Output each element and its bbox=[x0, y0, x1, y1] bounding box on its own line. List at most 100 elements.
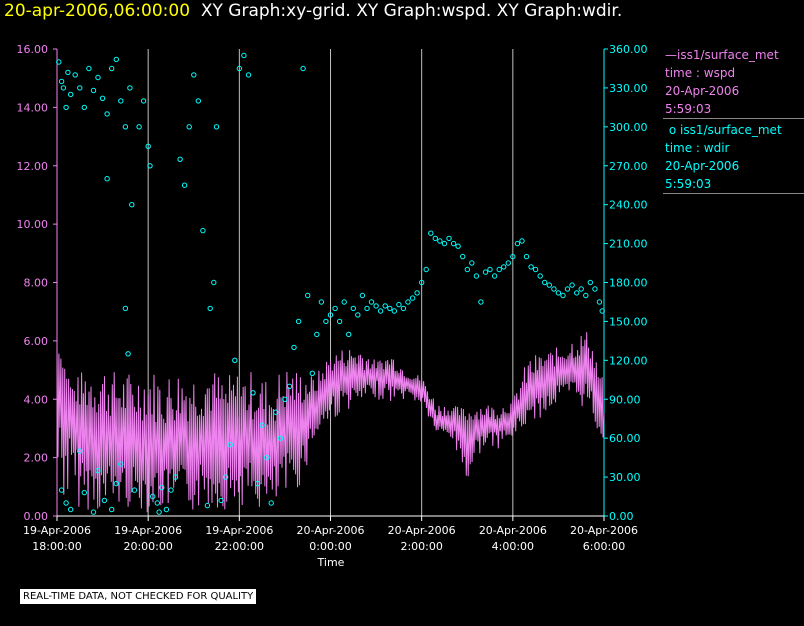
graph-list-label: XY Graph:xy-grid. XY Graph:wspd. XY Grap… bbox=[200, 1, 623, 21]
wdir-point bbox=[186, 124, 192, 130]
wdir-point bbox=[450, 240, 457, 247]
x-tick-label-date: 20-Apr-2006 bbox=[388, 524, 456, 537]
wdir-point bbox=[109, 506, 115, 513]
wdir-point bbox=[327, 312, 334, 318]
wdir-point bbox=[195, 98, 202, 104]
chart-title: 20-apr-2006,06:00:00 XY Graph:xy-grid. X… bbox=[4, 0, 622, 22]
wdir-point bbox=[387, 305, 393, 312]
left-tick-label: 0.00 bbox=[24, 510, 49, 523]
wdir-point bbox=[63, 500, 69, 506]
wdir-point bbox=[295, 318, 302, 325]
right-tick-label: 180.00 bbox=[609, 277, 648, 290]
wdir-point bbox=[469, 260, 475, 266]
wdir-point bbox=[211, 279, 217, 286]
wdir-point bbox=[291, 344, 297, 351]
legend-variable: time : wdir bbox=[665, 141, 730, 155]
wdir-point bbox=[131, 487, 138, 493]
wdir-point bbox=[147, 163, 153, 169]
left-tick-label: 10.00 bbox=[17, 218, 49, 231]
x-tick-label-date: 19-Apr-2006 bbox=[205, 524, 273, 537]
wdir-point bbox=[145, 143, 151, 150]
right-tick-label: 90.00 bbox=[609, 393, 641, 406]
wdir-point bbox=[560, 292, 566, 299]
wdir-point bbox=[599, 308, 605, 314]
wdir-point bbox=[63, 104, 69, 111]
wdir-point bbox=[578, 286, 584, 292]
wdir-point bbox=[528, 264, 534, 270]
wdir-point bbox=[382, 303, 388, 309]
legend-variable: time : wspd bbox=[665, 66, 736, 80]
x-tick-label-date: 20-Apr-2006 bbox=[570, 524, 638, 537]
wdir-point bbox=[154, 500, 161, 506]
right-tick-label: 60.00 bbox=[609, 432, 641, 445]
x-axis: 19-Apr-2006 18:00:00 19-Apr-2006 20:00:00 19… bbox=[23, 515, 638, 553]
wdir-point bbox=[68, 506, 74, 513]
wdir-point bbox=[282, 396, 288, 402]
right-tick-label: 210.00 bbox=[609, 238, 648, 251]
wdir-point bbox=[125, 351, 131, 357]
legend-entry-wdir: o iss1/surface_met time : wdir 20-Apr-20… bbox=[663, 121, 804, 194]
wdir-point bbox=[346, 331, 352, 338]
legend-time: 5:59:03 bbox=[665, 102, 712, 116]
wdir-point bbox=[68, 91, 74, 98]
wdir-point bbox=[332, 305, 338, 312]
wdir-point bbox=[159, 484, 165, 491]
right-tick-label: 30.00 bbox=[609, 471, 641, 484]
wdir-point bbox=[77, 448, 83, 454]
wdir-point bbox=[569, 282, 575, 288]
left-y-axis: 0.00 2.00 4.00 6.00 8.00 10.00 12.00 14.00 16.00 bbox=[17, 43, 58, 523]
wdir-point bbox=[113, 480, 120, 487]
wdir-point bbox=[437, 238, 443, 244]
wdir-point bbox=[118, 98, 124, 104]
legend-entry-wspd: —iss1/surface_met time : wspd 20-Apr-200… bbox=[663, 46, 804, 119]
wdir-point bbox=[359, 292, 366, 299]
wdir-point bbox=[400, 305, 407, 312]
wdir-point bbox=[574, 290, 580, 296]
legend-source: iss1/surface_met bbox=[677, 48, 779, 62]
x-tick-label-date: 20-Apr-2006 bbox=[296, 524, 364, 537]
wdir-point bbox=[223, 474, 229, 480]
wdir-point bbox=[323, 318, 329, 325]
wdir-point bbox=[364, 305, 370, 312]
wdir-point bbox=[542, 279, 548, 286]
right-tick-label: 150.00 bbox=[609, 315, 648, 328]
wdir-point bbox=[172, 474, 179, 480]
wdir-point bbox=[232, 357, 238, 363]
x-tick-label-time: 18:00:00 bbox=[32, 540, 81, 553]
wdir-point bbox=[473, 273, 480, 279]
wdir-point bbox=[487, 266, 493, 273]
wdir-series bbox=[56, 52, 605, 515]
right-y-axis: 0.00 30.00 60.00 90.00 120.00 150.00 180.00 210… bbox=[603, 43, 648, 523]
x-tick-label-time: 0:00:00 bbox=[309, 540, 351, 553]
legend: —iss1/surface_met time : wspd 20-Apr-200… bbox=[663, 46, 804, 196]
wdir-point bbox=[254, 480, 261, 487]
quality-disclaimer: REAL-TIME DATA, NOT CHECKED FOR QUALITY bbox=[20, 589, 257, 604]
x-tick-label-date: 19-Apr-2006 bbox=[114, 524, 182, 537]
x-tick-label-time: 20:00:00 bbox=[123, 540, 172, 553]
legend-circle-marker: o bbox=[668, 123, 677, 137]
wdir-point bbox=[177, 156, 183, 163]
legend-source: iss1/surface_met bbox=[680, 123, 782, 137]
wdir-point bbox=[491, 273, 498, 279]
wdir-point bbox=[140, 98, 147, 104]
wdir-point bbox=[56, 59, 62, 65]
wdir-point bbox=[428, 230, 434, 236]
wdir-point bbox=[156, 509, 162, 515]
right-tick-label: 270.00 bbox=[609, 160, 648, 173]
x-axis-label: Time bbox=[317, 556, 345, 569]
wdir-point bbox=[136, 124, 142, 130]
wdir-point bbox=[90, 87, 97, 94]
wdir-point bbox=[455, 243, 461, 249]
wdir-point bbox=[596, 299, 603, 305]
wdir-point bbox=[241, 52, 247, 59]
wdir-point bbox=[510, 253, 516, 260]
wdir-point bbox=[405, 299, 411, 305]
wdir-point bbox=[90, 509, 97, 515]
wspd-line bbox=[56, 332, 605, 513]
wdir-point bbox=[118, 461, 124, 467]
wdir-point bbox=[464, 266, 470, 273]
wspd-series bbox=[56, 332, 605, 513]
wdir-point bbox=[65, 69, 71, 76]
wdir-point bbox=[396, 301, 402, 308]
wdir-point bbox=[318, 299, 325, 305]
